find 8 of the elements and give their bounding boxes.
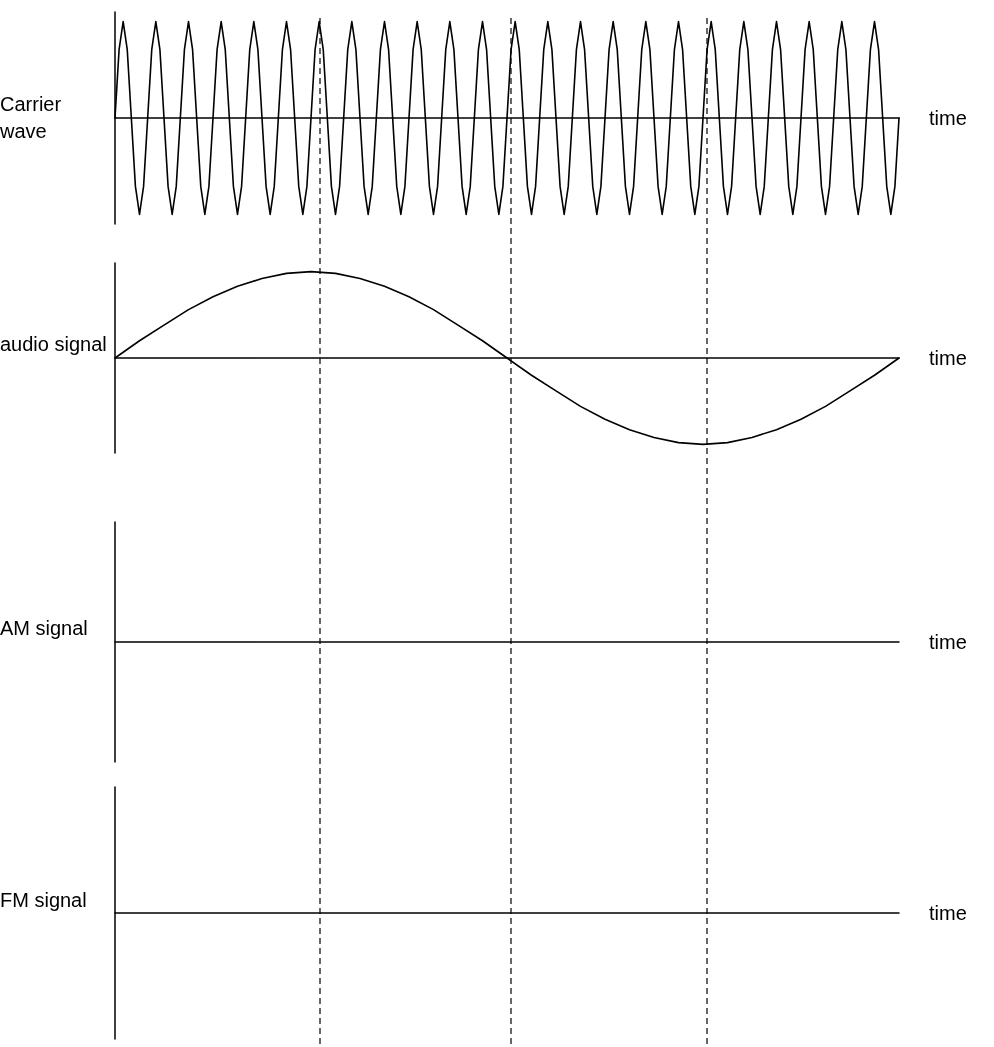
text: AM signal bbox=[0, 616, 88, 639]
x-axis-title: time bbox=[929, 347, 967, 369]
text: time bbox=[929, 902, 967, 924]
y-axis-title: audio signal bbox=[0, 332, 107, 355]
x-axis-title: time bbox=[929, 107, 967, 129]
text: FM signal bbox=[0, 889, 87, 911]
y-axis-title: Carrier wave bbox=[0, 92, 67, 142]
text: time bbox=[929, 631, 967, 653]
